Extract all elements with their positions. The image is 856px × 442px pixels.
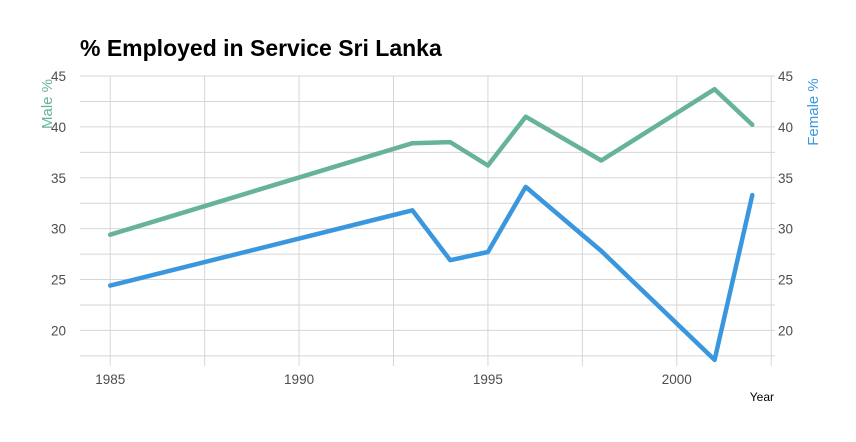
left-y-tick-label: 45 xyxy=(51,69,66,84)
grid-lines xyxy=(80,75,775,366)
x-tick-label: 1990 xyxy=(284,372,314,387)
right-y-tick-label: 20 xyxy=(778,323,793,338)
left-y-tick-label: 30 xyxy=(51,222,66,237)
right-y-tick-label: 30 xyxy=(778,222,793,237)
left-y-tick-label: 40 xyxy=(51,120,66,135)
x-axis-title: Year xyxy=(750,390,774,404)
right-y-axis: 20 25 30 35 40 45 xyxy=(778,69,793,338)
left-y-tick-label: 20 xyxy=(51,323,66,338)
left-y-tick-label: 25 xyxy=(51,273,66,288)
left-y-tick-label: 35 xyxy=(51,171,66,186)
chart-title: % Employed in Service Sri Lanka xyxy=(80,35,442,61)
x-axis: 1985 1990 1995 2000 xyxy=(95,372,692,387)
series-line-female xyxy=(107,184,755,363)
right-y-tick-label: 40 xyxy=(778,120,793,135)
right-axis-title: Female % xyxy=(805,78,822,146)
right-y-tick-label: 25 xyxy=(778,273,793,288)
x-tick-label: 1985 xyxy=(95,372,125,387)
right-y-tick-label: 35 xyxy=(778,171,793,186)
series-line-male xyxy=(107,86,755,237)
right-y-tick-label: 45 xyxy=(778,69,793,84)
x-tick-label: 2000 xyxy=(662,372,692,387)
x-tick-label: 1995 xyxy=(473,372,503,387)
series-group xyxy=(107,86,755,363)
left-axis-title: Male % xyxy=(39,79,56,129)
left-y-axis: 20 25 30 35 40 45 xyxy=(51,69,66,338)
